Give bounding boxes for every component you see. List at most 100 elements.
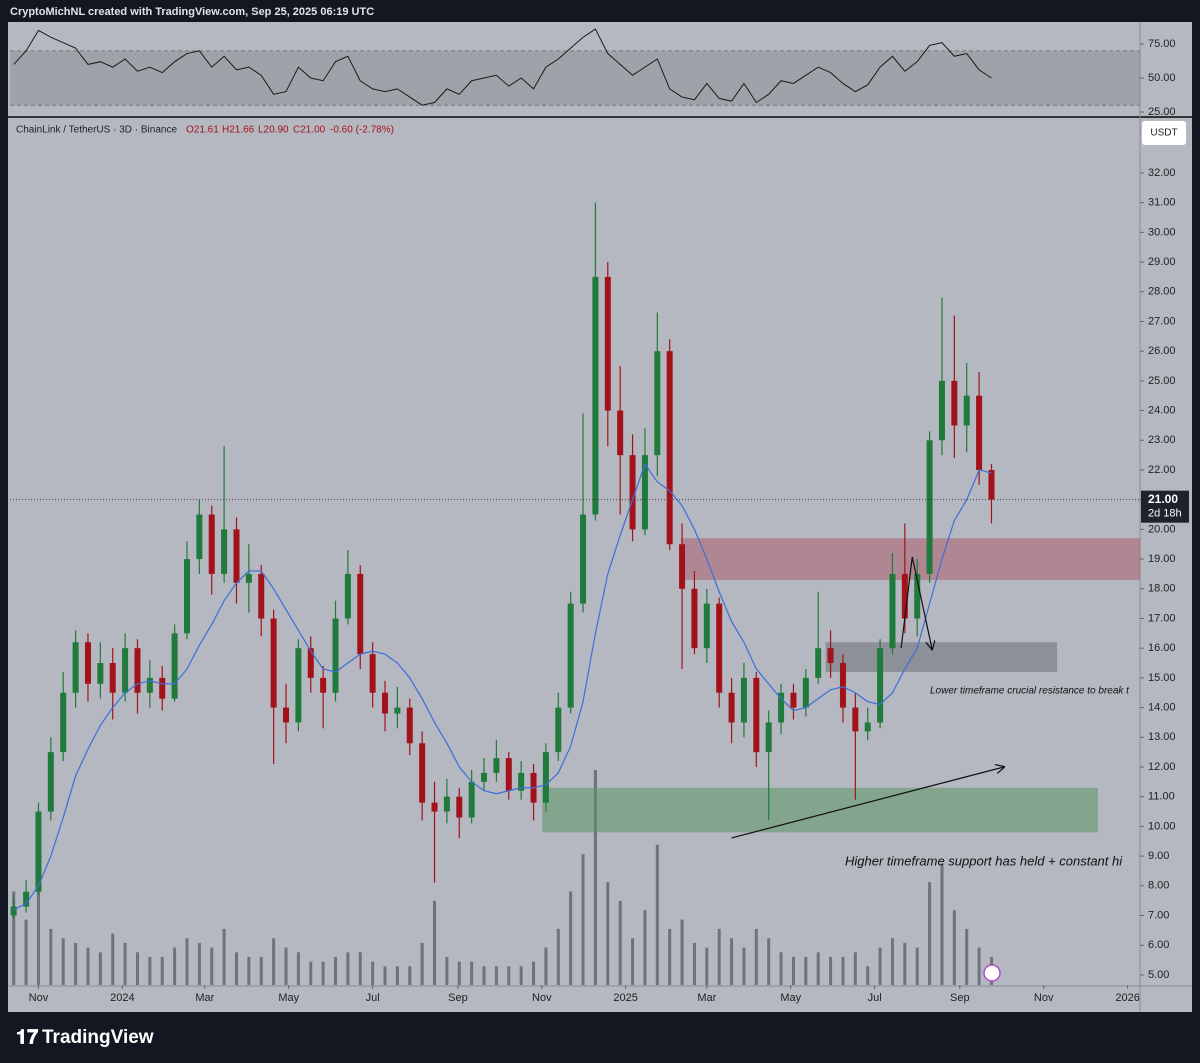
currency-box[interactable] (1142, 121, 1186, 145)
volume-bar (494, 966, 498, 985)
y-tick-label: 32.00 (1148, 167, 1176, 179)
volume-bar (185, 938, 189, 985)
y-tick-label: 16.00 (1148, 642, 1176, 654)
volume-bar (234, 952, 238, 985)
volume-bar (259, 956, 263, 985)
candle-body (542, 752, 549, 803)
volume-bar (581, 854, 585, 985)
candle-body (208, 514, 215, 574)
y-tick-label: 17.00 (1148, 612, 1176, 624)
volume-bar (148, 956, 152, 985)
y-tick-label: 12.00 (1148, 761, 1176, 773)
rsi-tick-label: 25.00 (1148, 106, 1176, 118)
y-tick-label: 25.00 (1148, 375, 1176, 387)
candle-body (654, 351, 661, 456)
volume-bar (309, 961, 313, 985)
candle-body (629, 455, 636, 530)
candle-body (431, 802, 438, 812)
candle-body (35, 811, 42, 892)
volume-bar (878, 947, 882, 985)
volume-bar (804, 956, 808, 985)
candle-body (369, 654, 376, 693)
candle-body (468, 781, 475, 818)
volume-bar (12, 891, 16, 985)
volume-bar (643, 910, 647, 985)
volume-bar (272, 938, 276, 985)
currency[interactable]: USDT (1150, 128, 1177, 139)
candle-body (852, 707, 859, 732)
volume-bar (717, 928, 721, 985)
candle-body (97, 663, 104, 684)
ohlc-low: L20.90 (258, 125, 289, 136)
candle-body (221, 529, 228, 574)
ohlc-change: -0.60 (-2.78%) (330, 125, 394, 136)
volume-bar (519, 966, 523, 985)
volume-bar (903, 942, 907, 985)
volume-bar (49, 928, 53, 985)
volume-bar (952, 910, 956, 985)
ohlc-open: O21.61 (186, 125, 219, 136)
candle-body (109, 663, 116, 693)
candle-body (691, 588, 698, 649)
candle-body (641, 455, 648, 530)
x-tick-label: 2024 (110, 992, 134, 1004)
candle-body (196, 514, 203, 560)
candle-body (815, 648, 822, 678)
x-tick-label: Nov (1034, 992, 1054, 1004)
candle-body (493, 758, 500, 773)
x-tick-label: 2025 (613, 992, 637, 1004)
volume-bar (767, 938, 771, 985)
volume-bar (383, 966, 387, 985)
candle-body (889, 573, 896, 649)
candle-body (270, 618, 277, 708)
y-tick-label: 10.00 (1148, 820, 1176, 832)
candle-body (183, 559, 190, 634)
volume-bar (606, 882, 610, 985)
ohlc-close: C21.00 (293, 125, 326, 136)
volume-bar (668, 928, 672, 985)
arrow (900, 556, 932, 649)
ohlc-legend: O21.61 H21.66 L20.90 C21.00 -0.60 (-2.78… (186, 125, 394, 136)
y-tick-label: 31.00 (1148, 197, 1176, 209)
volume-bar (977, 947, 981, 985)
rsi-band (10, 50, 1140, 106)
event-icon[interactable] (983, 964, 1001, 982)
volume-bar (507, 966, 511, 985)
candle-body (394, 707, 401, 714)
x-tick-label: Mar (697, 992, 716, 1004)
candle-body (481, 772, 488, 782)
volume-bar (928, 882, 932, 985)
candle-body (357, 573, 364, 655)
volume-bar (371, 961, 375, 985)
volume-bar (74, 942, 78, 985)
candle-body (963, 395, 970, 426)
ohlc-high: H21.66 (222, 125, 255, 136)
brand: TradingView (42, 1027, 154, 1048)
candle-body (47, 752, 54, 812)
volume-bar (841, 956, 845, 985)
volume-bar (334, 956, 338, 985)
last-price-box (1141, 490, 1189, 523)
candle-body (778, 692, 785, 723)
candle-body (456, 796, 463, 818)
brand-logo: 𝟏𝟕 (16, 1026, 38, 1048)
volume-bar (346, 952, 350, 985)
y-tick-label: 23.00 (1148, 434, 1176, 446)
volume-bar (123, 942, 127, 985)
annotation: Higher timeframe support has held + cons… (845, 853, 1123, 868)
candle-body (295, 648, 302, 723)
x-tick-label: Nov (532, 992, 552, 1004)
volume-bar (395, 966, 399, 985)
candle-body (443, 796, 450, 812)
x-tick-label: Mar (195, 992, 214, 1004)
volume-bar (98, 952, 102, 985)
x-tick-label: Nov (29, 992, 49, 1004)
candle-body (988, 469, 995, 500)
main-pane: 5.00 6.00 7.00 8.00 9.00 10.00 11.00 12.00 13.00… (10, 28, 1189, 1004)
volume-bar (829, 956, 833, 985)
candle-body (827, 648, 834, 664)
candle-body (171, 633, 178, 699)
volume-bar (532, 961, 536, 985)
candle-body (245, 573, 252, 583)
